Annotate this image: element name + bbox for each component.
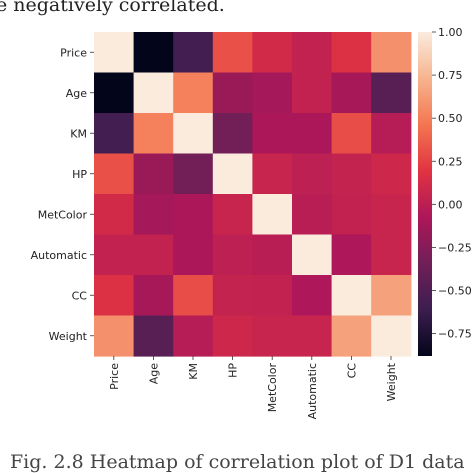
heatmap-cell-Age-CC: [332, 73, 372, 114]
y-tick-label-Automatic: Automatic: [31, 249, 87, 262]
heatmap-cell-MetColor-CC: [332, 194, 372, 235]
heatmap-cell-CC-MetColor: [252, 275, 292, 316]
heatmap-cell-Weight-HP: [213, 316, 253, 357]
heatmap-cell-MetColor-Price: [94, 194, 134, 235]
heatmap-cell-HP-CC: [332, 154, 372, 195]
x-tick-label-Age: Age: [147, 363, 160, 385]
heatmap-cell-CC-CC: [332, 275, 372, 316]
heatmap-cell-MetColor-Age: [134, 194, 174, 235]
heatmap-cell-HP-KM: [173, 154, 213, 195]
heatmap-cell-KM-KM: [173, 113, 213, 154]
heatmap-cell-Automatic-Price: [94, 235, 134, 276]
heatmap-cell-KM-Automatic: [292, 113, 332, 154]
heatmap-cell-Weight-Weight: [371, 316, 411, 357]
heatmap-cell-MetColor-KM: [173, 194, 213, 235]
heatmap-cell-Weight-KM: [173, 316, 213, 357]
heatmap-cell-Age-Age: [134, 73, 174, 114]
heatmap-cell-HP-Price: [94, 154, 134, 195]
y-axis-labels: Price Age KM HP MetColor Automatic CC Weight: [31, 46, 94, 343]
heatmap-cell-HP-Age: [134, 154, 174, 195]
heatmap-cell-Automatic-MetColor: [252, 235, 292, 276]
heatmap-cell-HP-MetColor: [252, 154, 292, 195]
heatmap-cell-Price-MetColor: [252, 32, 292, 73]
heatmap-cell-Age-HP: [213, 73, 253, 114]
heatmap-cell-MetColor-Automatic: [292, 194, 332, 235]
x-tick-label-MetColor: MetColor: [266, 363, 279, 413]
heatmap-cell-MetColor-MetColor: [252, 194, 292, 235]
heatmap-cell-MetColor-Weight: [371, 194, 411, 235]
heatmap-cell-Price-KM: [173, 32, 213, 73]
colorbar-tick-label: −0.50: [438, 285, 472, 298]
heatmap-cell-Age-Weight: [371, 73, 411, 114]
y-tick-label-MetColor: MetColor: [38, 208, 88, 221]
x-tick-label-CC: CC: [345, 363, 358, 379]
y-tick-label-Age: Age: [66, 87, 88, 100]
heatmap-cell-Automatic-Age: [134, 235, 174, 276]
heatmap-cell-KM-CC: [332, 113, 372, 154]
heatmap-cell-Price-Age: [134, 32, 174, 73]
correlation-heatmap: Price Age KM HP MetColor Automatic CC Weight Pr…: [0, 0, 474, 450]
colorbar-tick-label: 0.75: [438, 69, 463, 82]
heatmap-cell-CC-HP: [213, 275, 253, 316]
heatmap-cell-Age-MetColor: [252, 73, 292, 114]
heatmap-cell-CC-Automatic: [292, 275, 332, 316]
colorbar-tick-label: 0.25: [438, 155, 463, 168]
heatmap-cell-KM-Weight: [371, 113, 411, 154]
colorbar-tick-label: 0.50: [438, 112, 463, 125]
colorbar-tick-label: −0.25: [438, 241, 472, 254]
heatmap-cell-CC-Weight: [371, 275, 411, 316]
heatmap-cell-CC-Price: [94, 275, 134, 316]
heatmap-cell-Age-Price: [94, 73, 134, 114]
heatmap-cell-Price-Automatic: [292, 32, 332, 73]
heatmap-cell-Weight-Automatic: [292, 316, 332, 357]
heatmap-cell-HP-Weight: [371, 154, 411, 195]
heatmap-cell-Automatic-CC: [332, 235, 372, 276]
heatmap-cell-CC-KM: [173, 275, 213, 316]
heatmap-cell-KM-Age: [134, 113, 174, 154]
heatmap-cell-KM-MetColor: [252, 113, 292, 154]
x-tick-label-Automatic: Automatic: [306, 363, 319, 419]
y-tick-label-HP: HP: [72, 168, 87, 181]
heatmap-cell-Weight-CC: [332, 316, 372, 357]
y-tick-label-Price: Price: [60, 46, 87, 59]
heatmap-cell-Automatic-HP: [213, 235, 253, 276]
colorbar: [418, 32, 432, 356]
x-tick-label-KM: KM: [187, 363, 200, 380]
heatmap-cell-Weight-Age: [134, 316, 174, 357]
heatmap-cell-HP-HP: [213, 154, 253, 195]
heatmap-cell-Price-CC: [332, 32, 372, 73]
heatmap-cell-CC-Age: [134, 275, 174, 316]
heatmap-cell-Price-Weight: [371, 32, 411, 73]
colorbar-ticks: 1.00 0.75 0.50 0.25 0.00 −0.25 −0.50 −0.75: [432, 26, 472, 341]
x-tick-label-Price: Price: [108, 363, 121, 390]
heatmap-cell-Weight-Price: [94, 316, 134, 357]
heatmap-cell-KM-HP: [213, 113, 253, 154]
x-axis-labels: Price Age KM HP MetColor Automatic CC Weight: [108, 356, 398, 419]
y-tick-label-CC: CC: [72, 289, 88, 302]
heatmap-cell-Automatic-KM: [173, 235, 213, 276]
x-tick-label-HP: HP: [227, 363, 240, 378]
y-tick-label-KM: KM: [70, 127, 87, 140]
colorbar-tick-label: −0.75: [438, 328, 472, 341]
x-tick-label-Weight: Weight: [385, 362, 398, 401]
heatmap-cell-Price-Price: [94, 32, 134, 73]
colorbar-tick-label: 0.00: [438, 198, 463, 211]
heatmap-cell-Automatic-Automatic: [292, 235, 332, 276]
heatmap-cell-MetColor-HP: [213, 194, 253, 235]
heatmap-cell-KM-Price: [94, 113, 134, 154]
heatmap-cell-Age-Automatic: [292, 73, 332, 114]
colorbar-tick-label: 1.00: [438, 26, 463, 39]
heatmap-cells: [94, 32, 411, 357]
y-tick-label-Weight: Weight: [49, 330, 88, 343]
heatmap-cell-Price-HP: [213, 32, 253, 73]
heatmap-cell-Automatic-Weight: [371, 235, 411, 276]
heatmap-cell-Weight-MetColor: [252, 316, 292, 357]
heatmap-cell-Age-KM: [173, 73, 213, 114]
heatmap-cell-HP-Automatic: [292, 154, 332, 195]
